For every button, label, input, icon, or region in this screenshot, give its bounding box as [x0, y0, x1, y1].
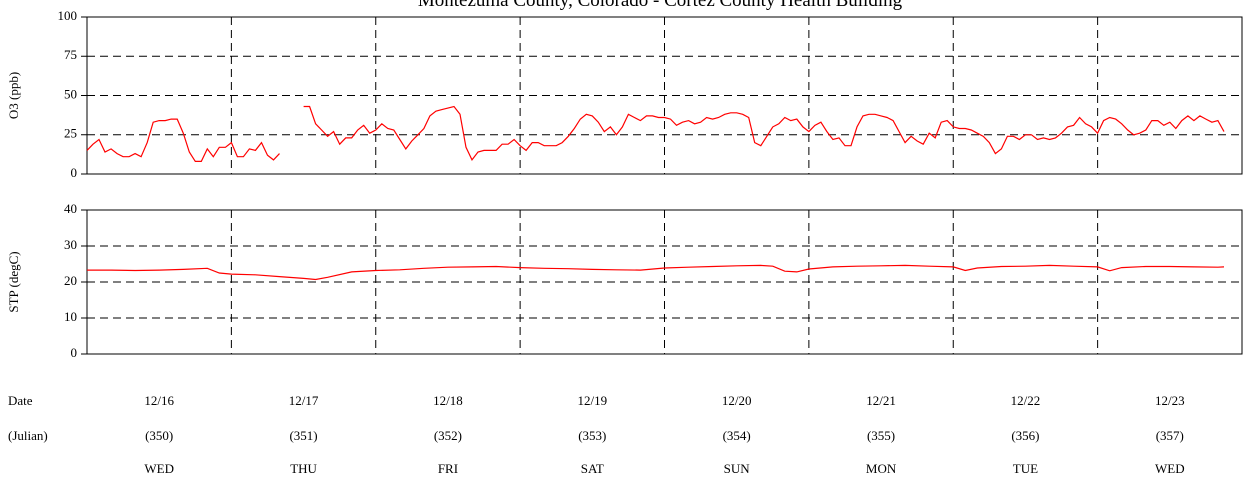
y-axis-title: O3 (ppb) [6, 72, 21, 119]
date-label: 12/21 [866, 393, 896, 408]
julian-label: (354) [723, 428, 751, 443]
weekday-label: TUE [1013, 461, 1038, 476]
chart-title: Montezuma County, Colorado - Cortez Coun… [418, 0, 903, 11]
row-label-julian: (Julian) [8, 428, 48, 443]
weekday-label: FRI [438, 461, 458, 476]
julian-label: (353) [578, 428, 606, 443]
date-labels: Date (Julian) 12/16 (350) WED 12/17 (351) THU… [8, 393, 1185, 476]
weekday-label: WED [144, 461, 174, 476]
julian-label: (352) [434, 428, 462, 443]
weekday-label: MON [866, 461, 897, 476]
y-tick-label: 0 [71, 165, 78, 180]
weekday-label: SUN [724, 461, 751, 476]
julian-label: (356) [1011, 428, 1039, 443]
date-label: 12/17 [289, 393, 319, 408]
date-label: 12/16 [144, 393, 174, 408]
date-label: 12/23 [1155, 393, 1185, 408]
julian-label: (357) [1156, 428, 1184, 443]
y-tick-label: 10 [64, 309, 77, 324]
panel-2: 0 10 20 30 40 STP (degC) [6, 201, 1243, 360]
date-label: 12/18 [433, 393, 463, 408]
julian-label: (350) [145, 428, 173, 443]
series-line-1 [87, 264, 1225, 281]
y-tick-label: 0 [71, 345, 78, 360]
date-label: 12/22 [1011, 393, 1041, 408]
weekday-label: SAT [581, 461, 604, 476]
date-label: 12/19 [578, 393, 608, 408]
y-axis-title: STP (degC) [6, 251, 21, 312]
y-tick-label: 40 [64, 201, 77, 216]
julian-label: (351) [289, 428, 317, 443]
julian-label: (355) [867, 428, 895, 443]
chart-panels: 0 25 50 75 100 O3 (ppb) 0 10 20 30 40 STP (degC) [6, 8, 1243, 360]
y-tick-label: 100 [58, 8, 78, 23]
date-label: 12/20 [722, 393, 752, 408]
y-tick-label: 75 [64, 47, 77, 62]
y-tick-label: 50 [64, 86, 77, 101]
series-line-2 [303, 105, 1225, 162]
weekday-label: THU [290, 461, 317, 476]
weekday-label: WED [1155, 461, 1185, 476]
series-line-1 [86, 118, 280, 162]
y-tick-label: 20 [64, 273, 77, 288]
row-label-date: Date [8, 393, 33, 408]
y-tick-label: 30 [64, 237, 77, 252]
y-tick-label: 25 [64, 126, 77, 141]
panel-1: 0 25 50 75 100 O3 (ppb) [6, 8, 1243, 180]
